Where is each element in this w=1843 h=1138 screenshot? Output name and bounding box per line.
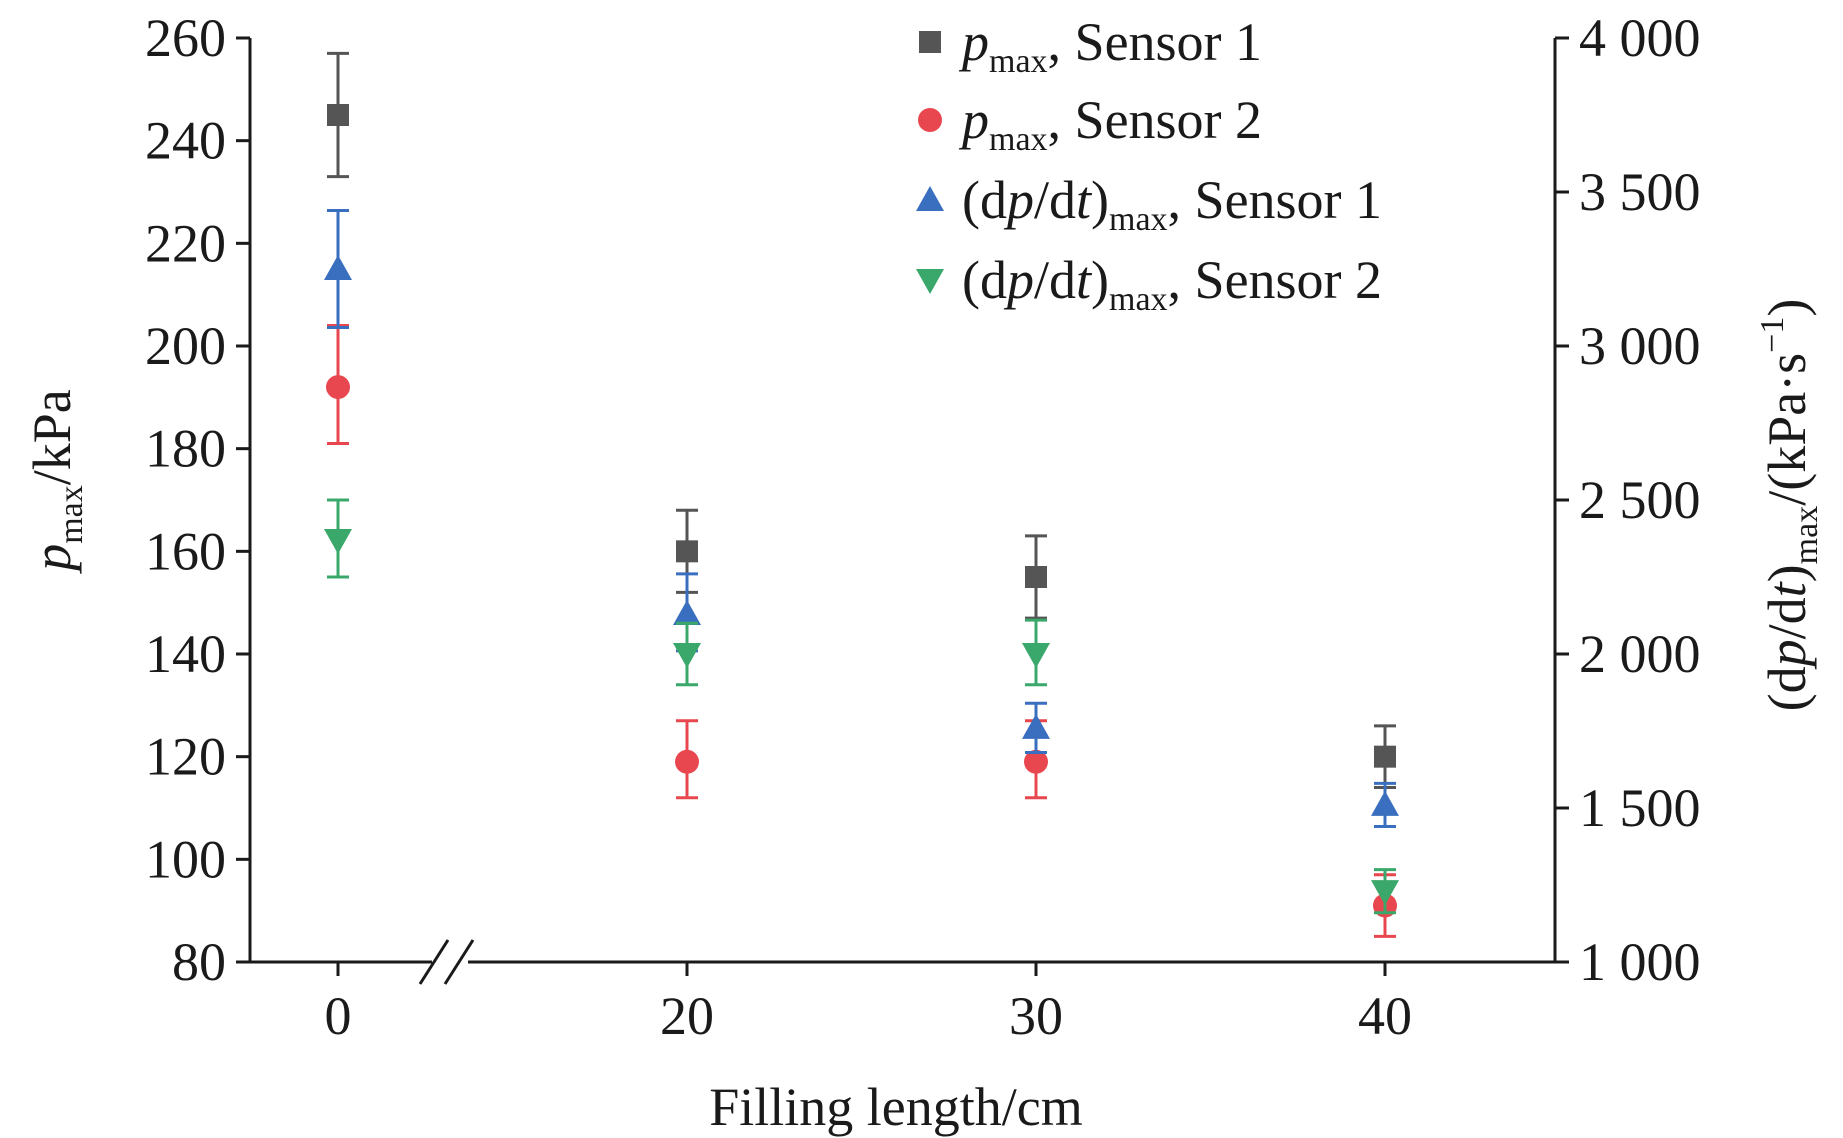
legend-label-part: max	[989, 121, 1048, 158]
left-tick-label: 200	[145, 316, 226, 376]
legend-item-4: (dp/dt)max, Sensor 2	[916, 250, 1382, 318]
x-tick-label: 0	[325, 986, 352, 1046]
axis-break-mark-2	[443, 939, 475, 985]
right-tick-label: 2 000	[1579, 624, 1701, 684]
legend-label-part: (d	[962, 170, 1007, 230]
left-tick-label: 260	[145, 8, 226, 68]
legend-label-part: t	[1076, 170, 1093, 230]
right-tick-label: 3 000	[1579, 316, 1701, 376]
y2-title-unit-sup: −1	[1754, 317, 1791, 353]
axis-break-mark-1	[418, 939, 450, 985]
legend-label-part: , Sensor 2	[1048, 90, 1263, 150]
y2-title-var1: p	[1757, 639, 1817, 670]
right-tick-label: 1 500	[1579, 778, 1701, 838]
data-point	[675, 749, 699, 774]
legend-label-part: )	[1091, 250, 1109, 310]
left-tick-label: 120	[145, 727, 226, 787]
legend-label-part: , Sensor 2	[1168, 250, 1383, 310]
y2-title-mid: /d	[1757, 597, 1817, 639]
legend-label-part: p	[1003, 170, 1034, 230]
legend-label-part: max	[1109, 201, 1168, 238]
legend-label-part: t	[1076, 250, 1093, 310]
y2-title-post: )	[1757, 564, 1817, 582]
legend-label-part: max	[989, 43, 1048, 80]
legend-label: (dp/dt)max, Sensor 1	[962, 170, 1382, 238]
x-tick-label: 40	[1358, 986, 1412, 1046]
x-axis-ticks: 0 20 30 40	[325, 962, 1412, 1046]
left-tick-label: 240	[145, 111, 226, 171]
y-axis-title-sub: max	[53, 485, 90, 544]
data-marks	[324, 51, 1399, 938]
x-tick-label: 30	[1009, 986, 1063, 1046]
left-tick-label: 80	[172, 932, 226, 992]
legend-label: (dp/dt)max, Sensor 2	[962, 250, 1382, 318]
legend-label-part: p	[958, 12, 989, 72]
y2-axis-title: (dp/dt)max/(kPa·s−1)	[1754, 299, 1825, 712]
legend-marker	[918, 108, 942, 132]
legend-item-2: pmax, Sensor 2	[918, 90, 1262, 158]
y2-title-unit-pre: /(kPa·s	[1757, 353, 1817, 506]
legend-label: pmax, Sensor 1	[958, 12, 1262, 80]
data-point	[324, 255, 352, 280]
legend-label-part: /d	[1034, 250, 1076, 310]
left-axis-ticks: 80 100 120 140 160 180 200 220 240 260	[145, 8, 250, 992]
y-axis-title: pmax/kPa	[22, 389, 90, 575]
right-tick-label: 3 500	[1579, 162, 1701, 222]
data-point	[1025, 566, 1047, 588]
legend-label-part: (d	[962, 250, 1007, 310]
data-point	[1022, 713, 1050, 739]
legend-label-part: /d	[1034, 170, 1076, 230]
left-tick-label: 220	[145, 213, 226, 273]
data-point	[676, 540, 698, 563]
left-tick-label: 180	[145, 419, 226, 479]
series-4	[324, 498, 1399, 915]
legend-label-part: )	[1091, 170, 1109, 230]
right-tick-label: 4 000	[1579, 8, 1701, 68]
data-point	[1371, 880, 1399, 906]
right-tick-label: 2 500	[1579, 470, 1701, 530]
series-3	[324, 208, 1399, 828]
y2-title-sub: max	[1788, 506, 1825, 565]
legend-item-1: pmax, Sensor 1	[919, 12, 1262, 80]
y-axis-title-unit: /kPa	[22, 389, 82, 485]
data-point	[1022, 643, 1050, 668]
y2-title-var2: t	[1757, 580, 1817, 597]
data-point	[1374, 745, 1396, 768]
legend-label-part: p	[958, 90, 989, 150]
data-point	[673, 599, 701, 625]
left-tick-label: 140	[145, 624, 226, 684]
legend-label-part: , Sensor 1	[1168, 170, 1383, 230]
legend-marker	[916, 186, 944, 211]
right-axis-ticks: 1 000 1 500 2 000 2 500 3 000 3 500 4 000	[1555, 8, 1701, 992]
x-axis-title: Filling length/cm	[709, 1077, 1083, 1137]
data-point	[1024, 749, 1048, 774]
legend-marker	[916, 269, 944, 294]
data-point	[326, 375, 350, 400]
series-2	[326, 323, 1397, 938]
legend-label-part: , Sensor 1	[1048, 12, 1263, 72]
data-point	[1371, 790, 1399, 816]
data-point	[673, 643, 701, 668]
y2-title-pre: (d	[1757, 666, 1817, 711]
y-axis-title-var: p	[22, 544, 82, 575]
data-point	[324, 529, 352, 555]
x-tick-label: 20	[660, 986, 714, 1046]
left-tick-label: 160	[145, 521, 226, 581]
series-1	[327, 51, 1396, 789]
legend-label-part: p	[1003, 250, 1034, 310]
legend-label: pmax, Sensor 2	[958, 90, 1262, 158]
legend-marker	[919, 31, 941, 53]
left-tick-label: 100	[145, 829, 226, 889]
legend-label-part: max	[1109, 281, 1168, 318]
legend-item-3: (dp/dt)max, Sensor 1	[916, 170, 1382, 238]
right-tick-label: 1 000	[1579, 932, 1701, 992]
data-point	[327, 104, 349, 126]
y2-title-unit-post: )	[1757, 299, 1817, 317]
